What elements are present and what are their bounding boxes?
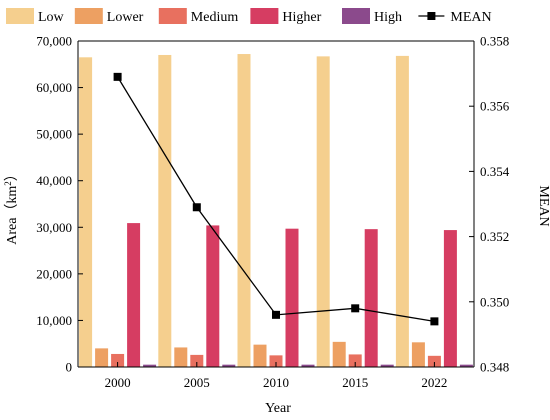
bar-high-2000 (143, 364, 157, 367)
mean-point-2022 (430, 317, 439, 326)
x-tick-label: 2000 (105, 375, 131, 390)
x-tick-label: 2005 (184, 375, 210, 390)
bar-higher-2015 (364, 229, 378, 367)
x-axis-title: Year (265, 401, 291, 416)
x-tick-label: 2015 (342, 375, 368, 390)
bar-medium-2015 (348, 354, 362, 367)
mean-line (113, 72, 439, 326)
x-tick-label: 2010 (263, 375, 289, 390)
legend-swatch-mean-marker (427, 12, 436, 20)
bar-low-2022 (395, 55, 409, 367)
mean-point-2010 (272, 310, 280, 319)
bar-lower-2015 (332, 341, 346, 367)
legend-swatch-high (342, 8, 370, 24)
bar-lower-2022 (411, 342, 425, 367)
y-tick-label: 10,000 (36, 313, 72, 328)
bar-high-2022 (459, 364, 473, 367)
y-axis-title: Area（km2） (3, 167, 20, 245)
bar-higher-2000 (127, 223, 141, 367)
legend-label-lower: Lower (107, 10, 144, 25)
bar-higher-2022 (443, 230, 457, 367)
bar-high-2005 (222, 364, 236, 367)
bar-low-2000 (79, 57, 93, 368)
axes: 0 10,000 20,000 30,000 40,000 50,000 60,000 70,… (36, 34, 510, 391)
bar-medium-2000 (111, 353, 125, 367)
bar-low-2015 (316, 56, 330, 368)
mean-point-2000 (113, 72, 122, 81)
legend: Low Lower Medium Higher High MEAN (6, 8, 492, 25)
y-tick-label: 20,000 (36, 266, 72, 281)
bar-higher-2010 (285, 228, 299, 367)
y2-tick-label: 0.356 (480, 99, 510, 114)
bar-low-2005 (158, 54, 172, 367)
legend-label-high: High (374, 10, 402, 25)
y2-tick-label: 0.358 (480, 34, 509, 49)
bars (79, 54, 473, 368)
bar-medium-2005 (190, 354, 204, 367)
y-tick-label: 40,000 (36, 173, 72, 188)
x-tick-label: 2022 (421, 375, 447, 390)
bar-higher-2005 (206, 225, 220, 367)
bar-lower-2005 (174, 347, 188, 367)
y-tick-label: 60,000 (36, 80, 72, 95)
bar-medium-2022 (427, 355, 441, 367)
legend-label-low: Low (38, 10, 65, 25)
y-tick-label: 0 (66, 360, 73, 375)
mean-point-2005 (192, 203, 201, 212)
y2-axis-title: MEAN (536, 185, 550, 226)
bar-high-2015 (380, 364, 394, 367)
legend-swatch-lower (74, 8, 103, 24)
legend-swatch-medium (158, 8, 187, 24)
y2-tick-label: 0.348 (480, 360, 509, 375)
bar-lower-2000 (95, 348, 109, 367)
y-tick-label: 30,000 (36, 220, 72, 235)
y-tick-label: 70,000 (36, 34, 72, 49)
bar-medium-2010 (269, 355, 283, 367)
legend-swatch-higher (250, 8, 279, 24)
legend-label-medium: Medium (191, 10, 239, 25)
y2-tick-label: 0.350 (480, 294, 509, 309)
legend-label-mean: MEAN (450, 10, 491, 25)
bar-high-2010 (301, 364, 315, 367)
legend-label-higher: Higher (282, 10, 321, 25)
y-tick-label: 50,000 (36, 127, 72, 142)
mean-point-2015 (351, 304, 360, 313)
y2-tick-label: 0.352 (480, 229, 509, 244)
legend-swatch-low (6, 8, 34, 24)
bar-low-2010 (237, 54, 251, 367)
bar-lower-2010 (253, 344, 267, 367)
y2-tick-label: 0.354 (480, 164, 510, 179)
